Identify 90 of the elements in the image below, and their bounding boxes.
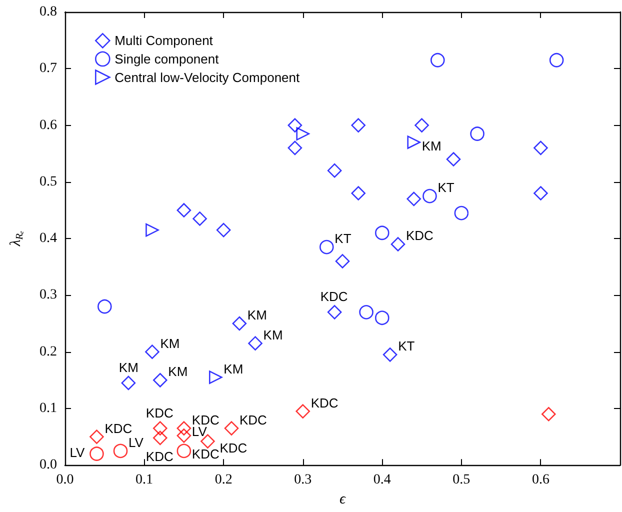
annotation: KM: [224, 361, 244, 376]
y-tick-label: 0.7: [40, 61, 57, 76]
x-tick-label: 0.2: [214, 472, 232, 488]
annotation: KM: [247, 308, 267, 323]
point: [351, 186, 366, 200]
point: [113, 444, 128, 458]
point: [382, 348, 398, 362]
point: [534, 186, 548, 200]
point: [288, 140, 302, 156]
point: [430, 52, 445, 68]
annotation: KT: [334, 231, 352, 246]
point: [327, 305, 342, 320]
annotation: KDC: [104, 420, 132, 436]
point: [200, 434, 215, 448]
point: [375, 310, 390, 325]
legend-label: Multi Component: [114, 33, 214, 48]
point: [152, 421, 168, 436]
point: [351, 118, 366, 132]
point: [176, 203, 192, 218]
point: [534, 140, 548, 156]
point: [121, 376, 136, 390]
point: [224, 421, 239, 436]
x-tick-label: 0.0: [56, 472, 74, 488]
y-tick-label: 0.4: [40, 231, 57, 246]
point: [320, 240, 334, 254]
point: [248, 336, 262, 350]
point: [152, 430, 168, 446]
annotation: KDC: [240, 412, 267, 428]
point: [90, 430, 104, 444]
y-tick-label: 0.6: [40, 118, 57, 133]
annotation: KT: [438, 180, 454, 196]
point: [216, 222, 231, 238]
annotation: KDC: [220, 440, 248, 456]
point: [232, 316, 247, 331]
x-tick-label: 0.3: [294, 472, 312, 488]
y-tick-label: 0.8: [40, 4, 57, 20]
annotation: KDC: [406, 228, 434, 244]
point: [390, 237, 406, 252]
point: [296, 404, 310, 418]
point: [288, 118, 302, 132]
point: [454, 206, 469, 220]
point: [90, 446, 104, 461]
point: [176, 421, 192, 436]
y-tick-label: 0.3: [40, 288, 57, 303]
point: [335, 254, 350, 268]
annotation: KDC: [146, 405, 174, 420]
point: [406, 192, 422, 206]
annotation: KDC: [192, 446, 220, 462]
point: [414, 118, 429, 132]
legend-label: Central low-Velocity Component: [114, 70, 300, 85]
point: [176, 444, 192, 458]
point: [146, 223, 159, 237]
point: [208, 370, 222, 384]
annotation: KM: [263, 327, 283, 342]
point: [407, 136, 421, 149]
y-axis-title: λRₑ: [8, 230, 26, 248]
y-tick-label: 0.1: [40, 400, 57, 416]
annotation: KM: [422, 138, 442, 154]
point: [446, 152, 461, 166]
point: [422, 188, 437, 204]
point: [296, 127, 310, 140]
annotation: KT: [398, 338, 415, 354]
x-tick-label: 0.1: [136, 472, 154, 488]
annotation: KM: [160, 336, 180, 351]
annotation: LV: [70, 444, 85, 460]
legend-label: Single component: [114, 51, 220, 66]
point: [327, 163, 342, 178]
x-tick-label: 0.5: [452, 472, 470, 488]
annotation: KDC: [320, 289, 348, 304]
annotation: KM: [118, 360, 138, 375]
y-tick-label: 0.0: [40, 458, 57, 473]
x-axis-title: ϵ: [339, 492, 346, 508]
annotation: KDC: [310, 395, 338, 410]
x-tick-label: 0.4: [373, 472, 391, 488]
point: [549, 52, 564, 68]
point: [375, 226, 390, 240]
point: [176, 428, 192, 443]
x-tick-label: 0.6: [532, 472, 550, 488]
y-tick-label: 0.2: [40, 344, 57, 360]
point: [541, 406, 556, 422]
y-tick-label: 0.5: [40, 174, 57, 190]
annotation: KM: [168, 364, 188, 380]
point: [359, 305, 374, 320]
annotation: KDC: [146, 448, 174, 464]
point: [98, 299, 112, 314]
point: [152, 372, 168, 388]
point: [470, 126, 484, 141]
point: [145, 344, 160, 359]
point: [192, 212, 207, 226]
annotation: LV: [128, 434, 144, 450]
